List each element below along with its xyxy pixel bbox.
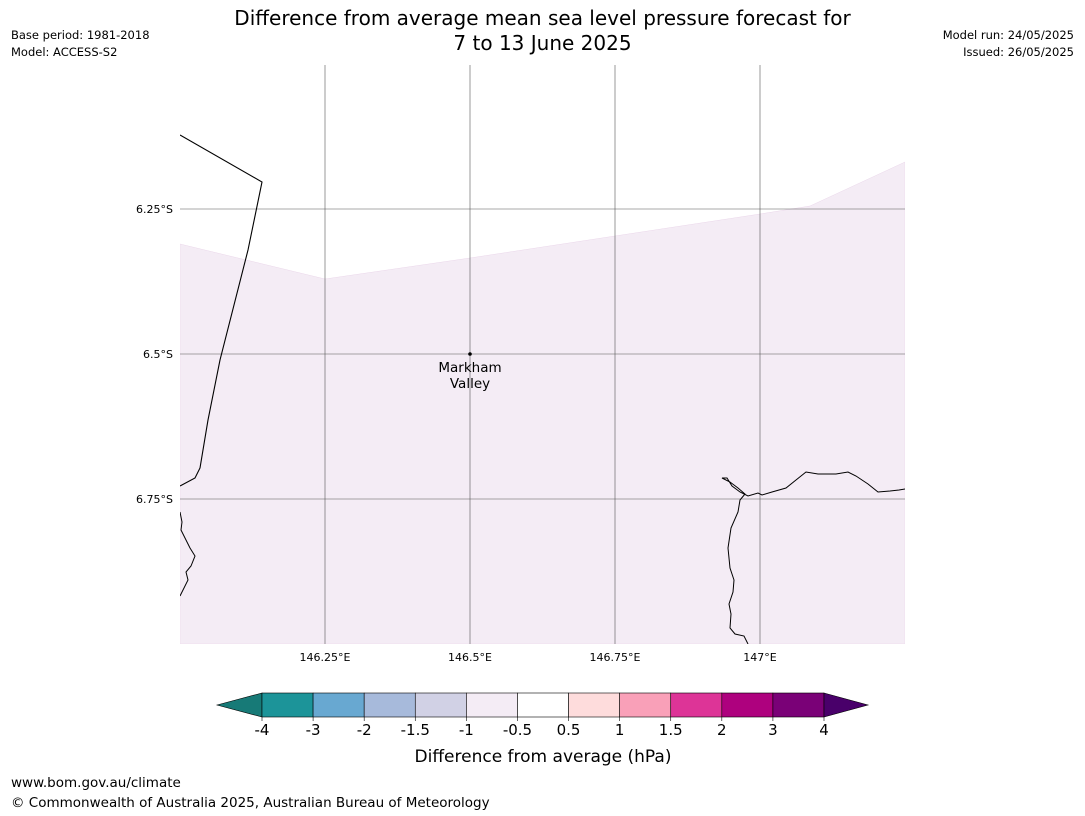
meta-left: Base period: 1981-2018 Model: ACCESS-S2 — [11, 27, 150, 61]
issued-date: Issued: 26/05/2025 — [963, 45, 1074, 59]
colorbar-tick-2: -2 — [357, 721, 372, 739]
anomaly-fill-region — [180, 161, 905, 644]
colorbar: -4 -3 -2 -1.5 -1 -0.5 0.5 1 1.5 2 3 4 — [215, 692, 870, 739]
colorbar-tick-8: 1.5 — [659, 721, 683, 739]
map-panel — [180, 65, 905, 644]
colorbar-bin-3 — [414, 692, 467, 718]
model-name: Model: ACCESS-S2 — [11, 45, 118, 59]
longitude-labels: 146.25°E 146.5°E 146.75°E 147°E — [300, 651, 777, 664]
colorbar-arrow-low — [215, 692, 263, 718]
base-period: Base period: 1981-2018 — [11, 28, 150, 42]
colorbar-bin-0 — [261, 692, 314, 718]
longitude-label-1: 146.5°E — [448, 651, 492, 664]
latitude-labels: 6.25°S 6.5°S 6.75°S — [136, 203, 173, 506]
place-marker — [468, 352, 472, 356]
title-line-1: Difference from average mean sea level p… — [234, 6, 851, 30]
colorbar-tick-6: 0.5 — [557, 721, 581, 739]
east-coastline — [721, 471, 905, 644]
west-coastline — [180, 511, 196, 597]
colorbar-tick-11: 4 — [819, 721, 829, 739]
place-label-line-2: Valley — [450, 376, 490, 392]
colorbar-bin-8 — [670, 692, 723, 718]
longitude-label-2: 146.75°E — [590, 651, 641, 664]
colorbar-bin-10 — [772, 692, 825, 718]
colorbar-tick-5: -0.5 — [503, 721, 532, 739]
footer-url: www.bom.gov.au/climate — [11, 775, 181, 791]
latitude-label-1: 6.5°S — [143, 348, 173, 361]
map-title: Difference from average mean sea level p… — [180, 6, 905, 56]
meta-right: Model run: 24/05/2025 Issued: 26/05/2025 — [943, 27, 1074, 61]
colorbar-label: Difference from average (hPa) — [415, 747, 672, 767]
colorbar-tick-3: -1.5 — [401, 721, 430, 739]
model-run: Model run: 24/05/2025 — [942, 28, 1074, 42]
colorbar-bin-9 — [721, 692, 774, 718]
colorbar-bin-1 — [312, 692, 365, 718]
colorbar-tick-4: -1 — [459, 721, 474, 739]
graticule — [180, 65, 905, 644]
colorbar-tick-0: -4 — [255, 721, 270, 739]
colorbar-arrow-high — [823, 692, 870, 718]
border-line — [180, 134, 263, 487]
colorbar-bin-5 — [517, 692, 569, 718]
title-line-2: 7 to 13 June 2025 — [453, 31, 632, 55]
colorbar-bin-6 — [568, 692, 620, 718]
colorbar-bin-7 — [619, 692, 672, 718]
colorbar-tick-1: -3 — [306, 721, 321, 739]
colorbar-tick-7: 1 — [615, 721, 625, 739]
colorbar-tick-9: 2 — [717, 721, 727, 739]
place-label-line-1: Markham — [438, 360, 501, 376]
longitude-label-3: 147°E — [743, 651, 776, 664]
footer-copyright: © Commonwealth of Australia 2025, Austra… — [11, 795, 490, 811]
latitude-label-0: 6.25°S — [136, 203, 173, 216]
longitude-label-0: 146.25°E — [300, 651, 351, 664]
colorbar-bin-4 — [466, 692, 518, 718]
colorbar-bin-2 — [363, 692, 416, 718]
colorbar-tick-10: 3 — [768, 721, 778, 739]
latitude-label-2: 6.75°S — [136, 493, 173, 506]
